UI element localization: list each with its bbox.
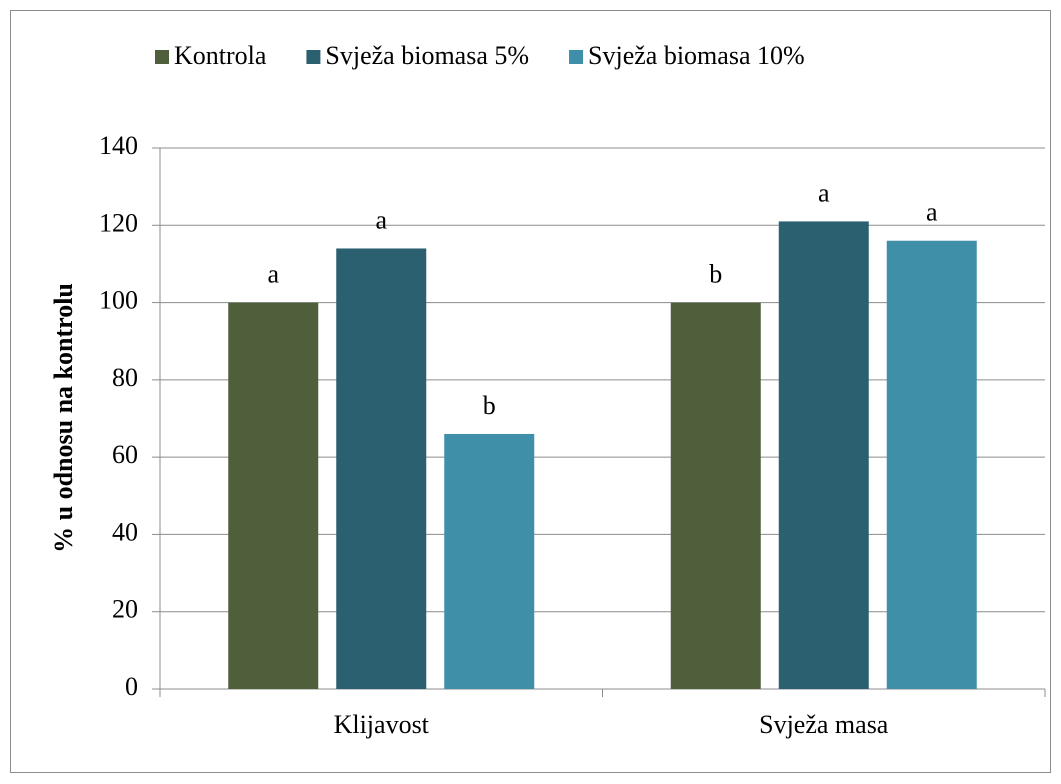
bar bbox=[670, 302, 761, 689]
y-axis-title: % u odnosu na kontrolu bbox=[49, 283, 78, 553]
bar-annotation: a bbox=[926, 198, 938, 227]
x-tick-label: Svježa masa bbox=[759, 710, 889, 739]
y-tick-label: 80 bbox=[112, 363, 138, 392]
bar bbox=[886, 240, 977, 689]
bar-annotation: a bbox=[267, 260, 279, 289]
y-tick-label: 60 bbox=[112, 440, 138, 469]
y-tick-label: 0 bbox=[125, 672, 138, 701]
legend-label: Kontrola bbox=[174, 41, 267, 70]
bar bbox=[778, 221, 869, 689]
bar-annotation: a bbox=[818, 178, 830, 207]
y-tick-label: 140 bbox=[99, 131, 138, 160]
bar-annotation: b bbox=[709, 260, 722, 289]
bar-annotation: a bbox=[375, 205, 387, 234]
bar bbox=[444, 433, 535, 689]
y-tick-label: 100 bbox=[99, 286, 138, 315]
bar bbox=[336, 248, 427, 689]
y-tick-label: 120 bbox=[99, 208, 138, 237]
x-tick-label: Klijavost bbox=[334, 710, 430, 739]
legend-label: Svježa biomasa 5% bbox=[325, 41, 529, 70]
legend-swatch bbox=[155, 50, 169, 64]
y-tick-label: 20 bbox=[112, 595, 138, 624]
legend-swatch bbox=[569, 50, 584, 64]
bar-annotation: b bbox=[483, 391, 496, 420]
legend-swatch bbox=[306, 50, 321, 64]
legend-label: Svježa biomasa 10% bbox=[588, 41, 805, 70]
y-tick-label: 40 bbox=[112, 517, 138, 546]
bar bbox=[228, 302, 319, 689]
